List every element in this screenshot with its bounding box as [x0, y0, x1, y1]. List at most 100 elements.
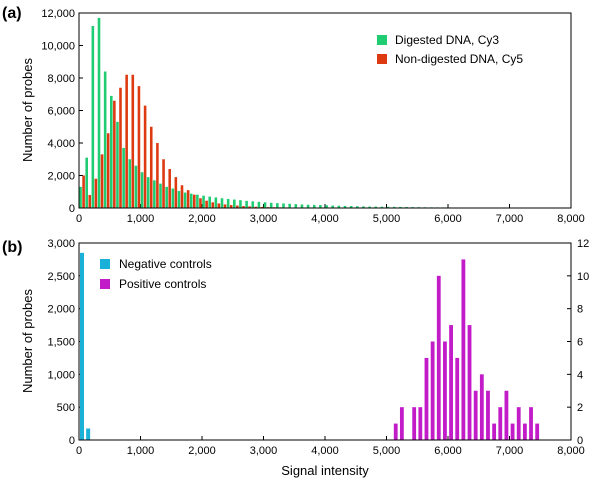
bar-cy3 — [300, 204, 304, 208]
panel-b-x-tick-label: 3,000 — [250, 445, 278, 457]
panel-a-y-tick-label: 10,000 — [41, 41, 75, 53]
bar-cy5 — [168, 169, 171, 208]
bar-positive-control — [486, 390, 490, 440]
bar-cy3 — [263, 202, 267, 208]
bar-cy3 — [386, 206, 390, 208]
bar-cy3 — [337, 205, 341, 208]
panel-a-x-tick-label: 1,000 — [127, 213, 155, 225]
bar-cy5 — [137, 86, 141, 208]
bar-positive-control — [399, 407, 404, 440]
bar-cy3 — [257, 201, 261, 208]
bar-cy3 — [226, 198, 230, 208]
bar-cy5 — [125, 74, 128, 208]
bar-cy3 — [269, 202, 273, 208]
panel-a-x-tick-label: 0 — [76, 213, 82, 225]
bar-positive-control — [467, 325, 472, 440]
panel-a-y-axis-title: Number of probes — [20, 57, 35, 162]
bar-cy3 — [233, 199, 236, 208]
bar-cy3 — [183, 192, 187, 208]
panel-b-y-tick-label: 3,000 — [47, 238, 75, 250]
panel-b-y-axis-title: Number of probes — [20, 288, 35, 393]
bar-cy3 — [214, 197, 218, 208]
bar-cy3 — [399, 206, 402, 208]
panel-a-x-tick-label: 2,000 — [188, 213, 216, 225]
bar-cy3 — [306, 204, 310, 208]
bar-cy3 — [374, 206, 378, 208]
bar-cy5 — [119, 87, 122, 208]
bar-positive-control — [393, 423, 398, 440]
bar-cy3 — [97, 17, 101, 208]
bar-cy5 — [242, 206, 245, 208]
bar-cy3 — [325, 205, 328, 208]
bar-positive-control — [473, 390, 478, 440]
bar-cy3 — [177, 190, 181, 208]
panel-a-y-tick-label: 6,000 — [47, 106, 75, 118]
bar-cy3 — [85, 157, 88, 208]
bar-positive-control — [443, 341, 447, 440]
legend-swatch-positive — [100, 279, 110, 289]
panel-a-y-tick-label: 8,000 — [47, 73, 75, 85]
bar-cy5 — [193, 194, 196, 208]
bar-cy3 — [276, 203, 279, 208]
bar-cy5 — [199, 198, 202, 208]
bar-cy5 — [106, 133, 110, 208]
panel-a-x-tick-label: 4,000 — [311, 213, 339, 225]
bar-cy3 — [220, 198, 224, 208]
panel-b-y-right-tick-label: 0 — [577, 435, 583, 447]
bar-cy5 — [180, 185, 184, 208]
bar-cy5 — [211, 202, 215, 208]
panel-b-x-tick-label: 1,000 — [127, 445, 155, 457]
panel-a-bars — [79, 17, 507, 208]
panel-b-x-tick-label: 0 — [76, 445, 82, 457]
bar-cy5 — [94, 178, 98, 208]
panel-b-y-tick-label: 2,000 — [47, 304, 75, 316]
legend-swatch-negative — [100, 259, 110, 269]
bar-cy3 — [91, 26, 95, 208]
panel-b-plot-frame — [78, 242, 572, 441]
panel-a-y-tick-label: 12,000 — [41, 8, 75, 20]
bar-cy3 — [362, 206, 365, 208]
bar-cy5 — [100, 154, 104, 208]
panel-b-y-tick-label: 0 — [69, 435, 75, 447]
panel-b-y-right-tick-label: 2 — [577, 402, 583, 414]
panel-b-y-right-tick-label: 12 — [577, 238, 589, 250]
panel-a-x-tick-label: 6,000 — [434, 213, 462, 225]
panel-a-x-tick-label: 3,000 — [250, 213, 278, 225]
bar-cy5 — [236, 205, 239, 208]
bar-cy3 — [239, 200, 242, 208]
panel-b-ticks: 0 1,000 2,000 3,000 4,000 5,000 6,000 7,000 8,00… — [47, 238, 589, 457]
bar-positive-control — [430, 341, 435, 440]
bar-negative-control — [80, 252, 84, 440]
panel-a-x-tick-label: 7,000 — [496, 213, 524, 225]
bar-positive-control — [529, 407, 533, 440]
bar-positive-control — [424, 357, 429, 440]
bar-positive-control — [449, 325, 453, 440]
bar-cy3 — [165, 186, 168, 208]
bar-cy5 — [131, 74, 135, 208]
bar-cy3 — [134, 165, 138, 208]
panel-b-tag: (b) — [2, 239, 22, 256]
bar-cy3 — [159, 183, 162, 208]
panel-b-x-tick-label: 8,000 — [557, 445, 585, 457]
panel-b-y-tick-label: 500 — [57, 402, 75, 414]
bar-cy3 — [356, 206, 359, 208]
bar-positive-control — [516, 407, 521, 440]
bar-cy3 — [368, 206, 371, 208]
bar-negative-control — [86, 428, 91, 440]
bar-cy5 — [254, 206, 258, 208]
bar-cy5 — [229, 205, 233, 208]
bar-cy3 — [380, 206, 384, 208]
panel-a-plot-frame — [78, 12, 572, 209]
panel-b-bars — [80, 252, 540, 440]
panel-b-x-tick-label: 5,000 — [373, 445, 401, 457]
bar-cy3 — [319, 205, 322, 208]
bar-cy5 — [143, 105, 147, 208]
panel-b-y-tick-label: 1,000 — [47, 369, 75, 381]
bar-cy3 — [343, 205, 347, 208]
panel-b: (b) Number of probes Signal intensity 0 1… — [2, 238, 589, 478]
bar-cy5 — [88, 195, 92, 208]
panel-b-x-tick-label: 4,000 — [311, 445, 339, 457]
panel-a-tag: (a) — [2, 5, 22, 22]
bar-cy3 — [294, 204, 298, 208]
